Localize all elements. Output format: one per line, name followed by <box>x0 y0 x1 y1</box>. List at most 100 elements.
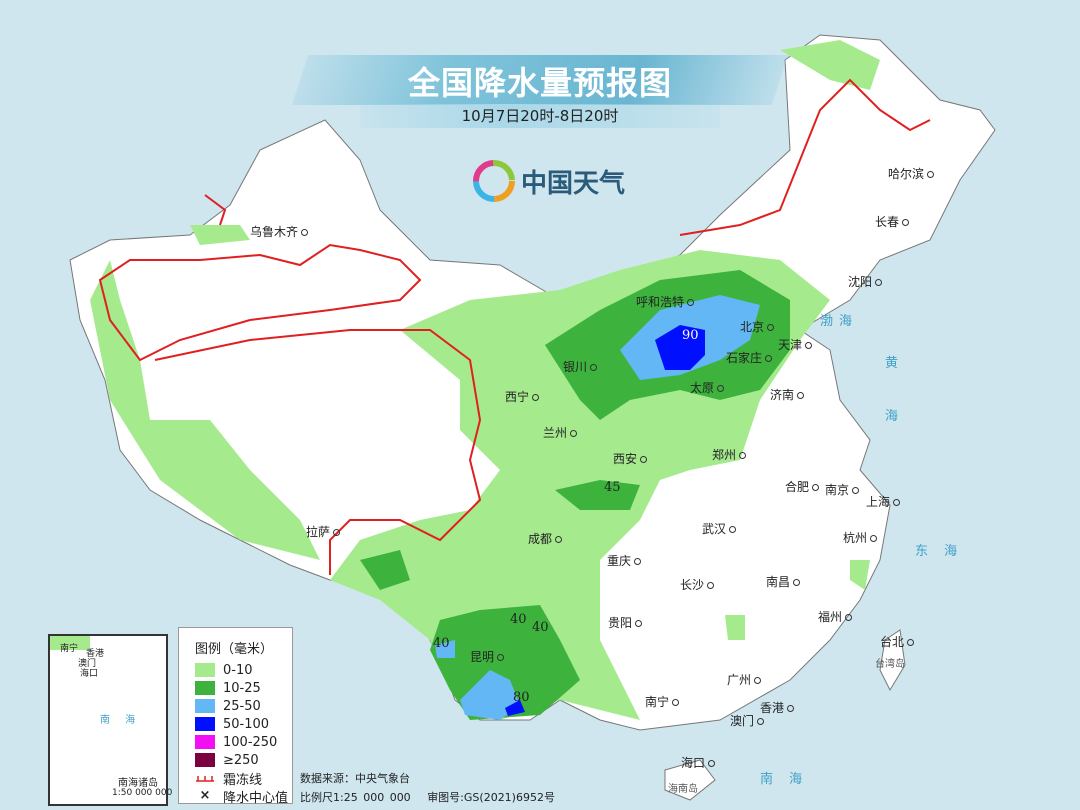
city-marker-icon <box>707 582 715 589</box>
city-label: 广州 <box>727 671 764 688</box>
city-label: 天津 <box>778 336 815 353</box>
legend-frost: 霜冻线 <box>195 769 292 788</box>
page-title: 全国降水量预报图 <box>407 64 672 102</box>
city-label: 福州 <box>818 608 855 625</box>
rain-center-value: 40 <box>532 620 549 635</box>
city-label: 南宁 <box>645 693 682 710</box>
city-marker-icon <box>797 392 805 399</box>
city-label: 呼和浩特 <box>636 293 697 310</box>
inset-label: 香港 <box>86 649 105 659</box>
sea-label: 黄 <box>885 356 905 371</box>
city-marker-icon <box>333 529 341 536</box>
inset-rain <box>50 636 90 650</box>
city-marker-icon <box>301 229 309 236</box>
city-label: 北京 <box>740 318 777 335</box>
legend-label: 降水中心值 <box>223 790 289 806</box>
legend-swatch <box>195 717 215 731</box>
rain-center-value: 90 <box>682 328 699 343</box>
city-label: 贵阳 <box>608 614 645 631</box>
city-label: 石家庄 <box>726 349 775 366</box>
inset-label: 澳门 <box>78 659 97 669</box>
inset-scale: 1:50 000 000 <box>112 788 173 798</box>
city-label: 兰州 <box>543 424 580 441</box>
legend: 图例（毫米） 0-10 10-25 25-50 50-100 100-250 ≥250 霜… <box>178 627 293 806</box>
city-marker-icon <box>640 456 648 463</box>
rain-center-value: 40 <box>433 636 450 651</box>
city-marker-icon <box>812 484 820 491</box>
legend-swatch <box>195 753 215 767</box>
legend-item: 10-25 <box>195 679 292 697</box>
city-label: 合肥 <box>785 478 822 495</box>
city-label: 杭州 <box>843 529 880 546</box>
legend-label: 霜冻线 <box>223 772 263 788</box>
city-marker-icon <box>497 654 505 661</box>
city-label: 拉萨 <box>306 523 343 540</box>
city-label: 成都 <box>528 530 565 547</box>
city-marker-icon <box>672 699 680 706</box>
city-label: 西安 <box>613 450 650 467</box>
frost-lines <box>98 78 931 575</box>
hainan-island <box>664 759 716 801</box>
legend-label: 100-250 <box>223 734 278 750</box>
legend-item: 50-100 <box>195 715 292 733</box>
city-marker-icon <box>852 487 860 494</box>
island-label: 海南岛 <box>668 784 698 795</box>
city-marker-icon <box>635 620 643 627</box>
sea-label: 东 海 <box>915 544 964 559</box>
city-label: 台北 <box>880 633 917 650</box>
city-label: 乌鲁木齐 <box>250 223 311 240</box>
city-label: 南京 <box>825 481 862 498</box>
city-marker-icon <box>765 355 773 362</box>
inset-sea-label: 南 海 <box>100 715 142 726</box>
city-marker-icon <box>927 171 935 178</box>
city-marker-icon <box>757 718 765 725</box>
city-label: 西宁 <box>505 388 542 405</box>
legend-item: 0-10 <box>195 661 292 679</box>
inset-label: 海口 <box>80 669 99 679</box>
map-scale: 比例尺1:25 000 000 <box>300 791 411 804</box>
sea-label: 南 海 <box>760 772 809 787</box>
frost-line-icon <box>196 776 214 782</box>
legend-center: × 降水中心值 <box>195 787 292 806</box>
sea-label: 海 <box>885 409 905 424</box>
rain-center-value: 45 <box>604 480 621 495</box>
rain-50-100 <box>505 325 705 716</box>
inset-label: 南宁 <box>60 644 79 654</box>
city-marker-icon <box>907 639 915 646</box>
city-label: 银川 <box>563 358 600 375</box>
city-label: 香港 <box>760 699 797 716</box>
city-marker-icon <box>634 558 642 565</box>
legend-title: 图例（毫米） <box>195 642 274 657</box>
logo: 中国天气 <box>473 160 625 202</box>
sea-label: 渤海 <box>820 314 859 329</box>
city-marker-icon <box>729 526 737 533</box>
city-marker-icon <box>739 452 747 459</box>
city-marker-icon <box>717 385 725 392</box>
scale-info: 比例尺1:25 000 000 审图号:GS(2021)6952号 <box>300 789 555 805</box>
china-weather-logo-icon <box>473 160 515 202</box>
legend-swatch <box>195 735 215 749</box>
legend-label: ≥250 <box>223 752 259 768</box>
legend-label: 10-25 <box>223 680 261 696</box>
city-label: 南昌 <box>766 573 803 590</box>
city-marker-icon <box>532 394 540 401</box>
city-label: 长沙 <box>680 576 717 593</box>
city-marker-icon <box>555 536 563 543</box>
city-label: 哈尔滨 <box>888 165 937 182</box>
legend-item: 25-50 <box>195 697 292 715</box>
taiwan-island <box>879 629 906 692</box>
legend-item: ≥250 <box>195 751 292 769</box>
legend-label: 50-100 <box>223 716 270 732</box>
legend-swatch <box>195 681 215 695</box>
city-label: 太原 <box>690 379 727 396</box>
city-marker-icon <box>767 324 775 331</box>
city-marker-icon <box>902 219 910 226</box>
city-marker-icon <box>590 364 598 371</box>
island-label: 台湾岛 <box>875 659 905 670</box>
city-marker-icon <box>845 614 853 621</box>
logo-text: 中国天气 <box>521 168 626 199</box>
inset-title: 南海诸岛 <box>118 778 158 789</box>
city-label: 上海 <box>866 493 903 510</box>
city-marker-icon <box>787 705 795 712</box>
